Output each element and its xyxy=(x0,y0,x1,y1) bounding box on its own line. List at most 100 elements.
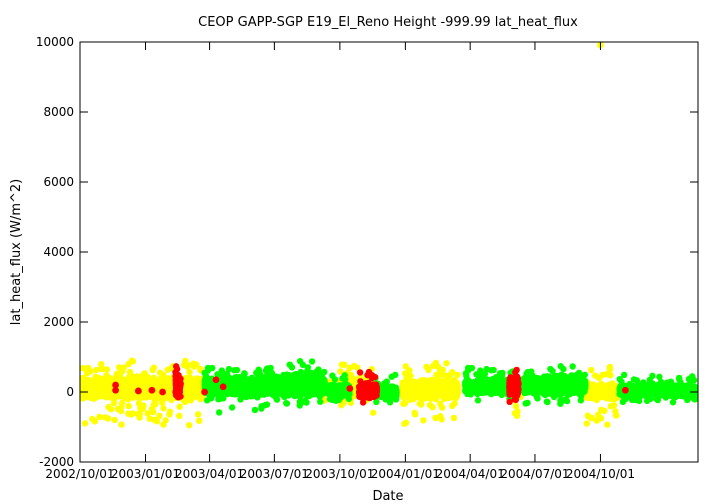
data-point xyxy=(604,421,611,428)
data-point xyxy=(414,387,421,395)
data-point xyxy=(81,420,89,427)
data-point xyxy=(429,404,436,411)
data-point xyxy=(128,372,135,380)
data-point xyxy=(99,378,106,385)
data-point xyxy=(142,392,149,400)
data-point xyxy=(185,421,193,429)
data-point xyxy=(341,361,348,368)
data-point xyxy=(155,381,163,389)
data-point xyxy=(308,358,316,365)
data-point xyxy=(160,395,167,403)
data-point xyxy=(99,365,106,373)
data-point xyxy=(400,400,407,407)
data-point xyxy=(190,360,197,367)
data-point xyxy=(443,360,450,367)
data-point xyxy=(105,391,112,399)
data-point xyxy=(244,390,251,397)
data-point xyxy=(251,406,259,414)
data-point xyxy=(609,391,616,398)
data-point xyxy=(228,404,236,411)
data-point xyxy=(437,413,444,420)
data-point xyxy=(122,382,130,390)
data-point xyxy=(253,390,260,398)
data-point xyxy=(176,403,183,410)
data-point xyxy=(156,412,163,420)
data-point xyxy=(160,405,167,412)
data-point xyxy=(407,372,414,380)
data-point xyxy=(84,364,92,372)
data-point xyxy=(253,382,261,389)
data-point xyxy=(152,401,159,408)
data-point xyxy=(190,383,198,391)
data-point xyxy=(120,393,127,400)
data-point xyxy=(603,389,610,396)
data-point xyxy=(153,418,161,425)
data-point xyxy=(583,420,591,427)
data-point xyxy=(86,376,93,384)
data-point xyxy=(82,390,90,397)
data-point xyxy=(194,411,202,418)
data-point xyxy=(450,414,458,422)
data-point xyxy=(606,363,614,371)
data-point xyxy=(402,419,410,426)
data-point xyxy=(230,387,238,394)
data-point xyxy=(110,399,118,407)
data-point xyxy=(79,376,87,384)
data-point xyxy=(403,392,410,400)
data-point xyxy=(347,371,355,378)
data-point xyxy=(96,413,103,421)
data-point xyxy=(144,410,151,417)
data-point xyxy=(423,363,430,371)
data-point xyxy=(411,409,418,417)
data-point xyxy=(588,414,596,422)
series-0 xyxy=(79,41,621,429)
data-point xyxy=(137,404,144,412)
data-point xyxy=(104,386,112,393)
data-point xyxy=(419,393,427,401)
data-point xyxy=(233,366,241,374)
data-point xyxy=(150,364,158,371)
data-point xyxy=(125,360,132,368)
data-point xyxy=(187,397,194,404)
data-point xyxy=(346,364,354,372)
data-point xyxy=(83,370,91,377)
data-point xyxy=(433,371,440,379)
data-point xyxy=(115,364,123,371)
data-point xyxy=(598,406,605,414)
data-point xyxy=(105,403,112,411)
data-point xyxy=(91,390,98,397)
data-point xyxy=(184,362,192,369)
data-point xyxy=(134,410,141,418)
data-point xyxy=(432,359,440,367)
data-point xyxy=(406,384,413,391)
data-point xyxy=(114,405,121,413)
data-point xyxy=(103,366,111,373)
data-point xyxy=(92,373,99,381)
data-point xyxy=(135,400,143,407)
data-point xyxy=(98,361,105,368)
data-point xyxy=(512,402,520,410)
data-point xyxy=(93,366,100,374)
data-point xyxy=(428,382,435,389)
data-point xyxy=(204,367,212,374)
data-point xyxy=(160,421,167,428)
data-point xyxy=(166,411,173,418)
data-point xyxy=(220,389,227,396)
data-point xyxy=(176,412,183,420)
data-point xyxy=(101,414,109,421)
data-point xyxy=(79,365,87,372)
data-point xyxy=(125,402,132,410)
data-point xyxy=(419,381,427,388)
data-point xyxy=(442,372,449,379)
data-point xyxy=(240,379,247,387)
data-point xyxy=(118,421,125,428)
data-point xyxy=(79,382,87,389)
data-point xyxy=(87,382,94,389)
data-point xyxy=(215,409,223,416)
data-point xyxy=(113,370,121,378)
data-point xyxy=(165,380,172,387)
data-point xyxy=(593,384,600,392)
data-point xyxy=(595,374,603,382)
data-point xyxy=(156,369,164,376)
